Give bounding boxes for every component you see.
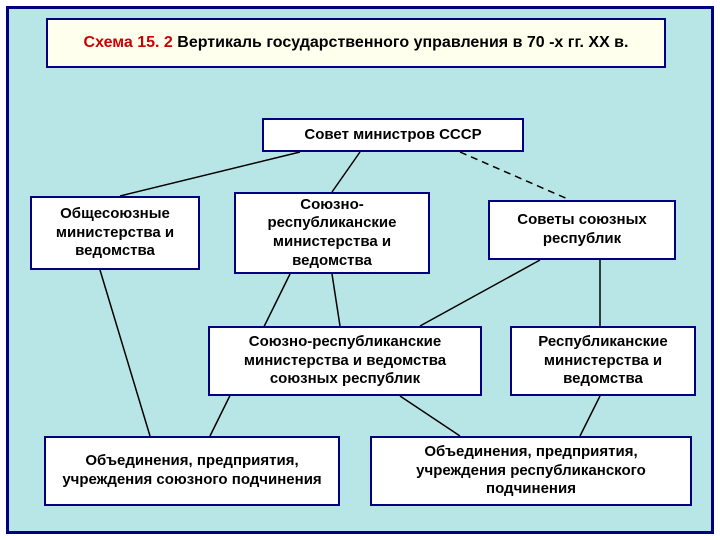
node-councils-union-republics: Советы союзных республик <box>488 200 676 260</box>
node-council-ministers-ussr: Совет министров СССР <box>262 118 524 152</box>
node-all-union-ministries: Общесоюзные министерства и ведомства <box>30 196 200 270</box>
node-label: Союзно-республиканские министерства и ве… <box>218 333 472 389</box>
node-union-republic-ministries-of-republics: Союзно-республиканские министерства и ве… <box>208 326 482 396</box>
node-union-enterprises: Объединения, предприятия, учреждения сою… <box>44 436 340 506</box>
node-republic-ministries: Республиканские министерства и ведомства <box>510 326 696 396</box>
title-text: Вертикаль государственного управления в … <box>173 34 629 51</box>
node-label: Общесоюзные министерства и ведомства <box>40 205 190 261</box>
node-label: Объединения, предприятия, учреждения рес… <box>380 443 682 499</box>
diagram-title: Схема 15. 2 Вертикаль государственного у… <box>46 18 666 68</box>
node-label: Союзно-республиканские министерства и ве… <box>244 196 420 271</box>
node-union-republic-ministries: Союзно-республиканские министерства и ве… <box>234 192 430 274</box>
node-republic-enterprises: Объединения, предприятия, учреждения рес… <box>370 436 692 506</box>
node-label: Советы союзных республик <box>498 211 666 249</box>
node-label: Республиканские министерства и ведомства <box>520 333 686 389</box>
node-label: Совет министров СССР <box>304 126 481 145</box>
title-scheme-number: Схема 15. 2 <box>84 34 173 51</box>
node-label: Объединения, предприятия, учреждения сою… <box>54 452 330 490</box>
